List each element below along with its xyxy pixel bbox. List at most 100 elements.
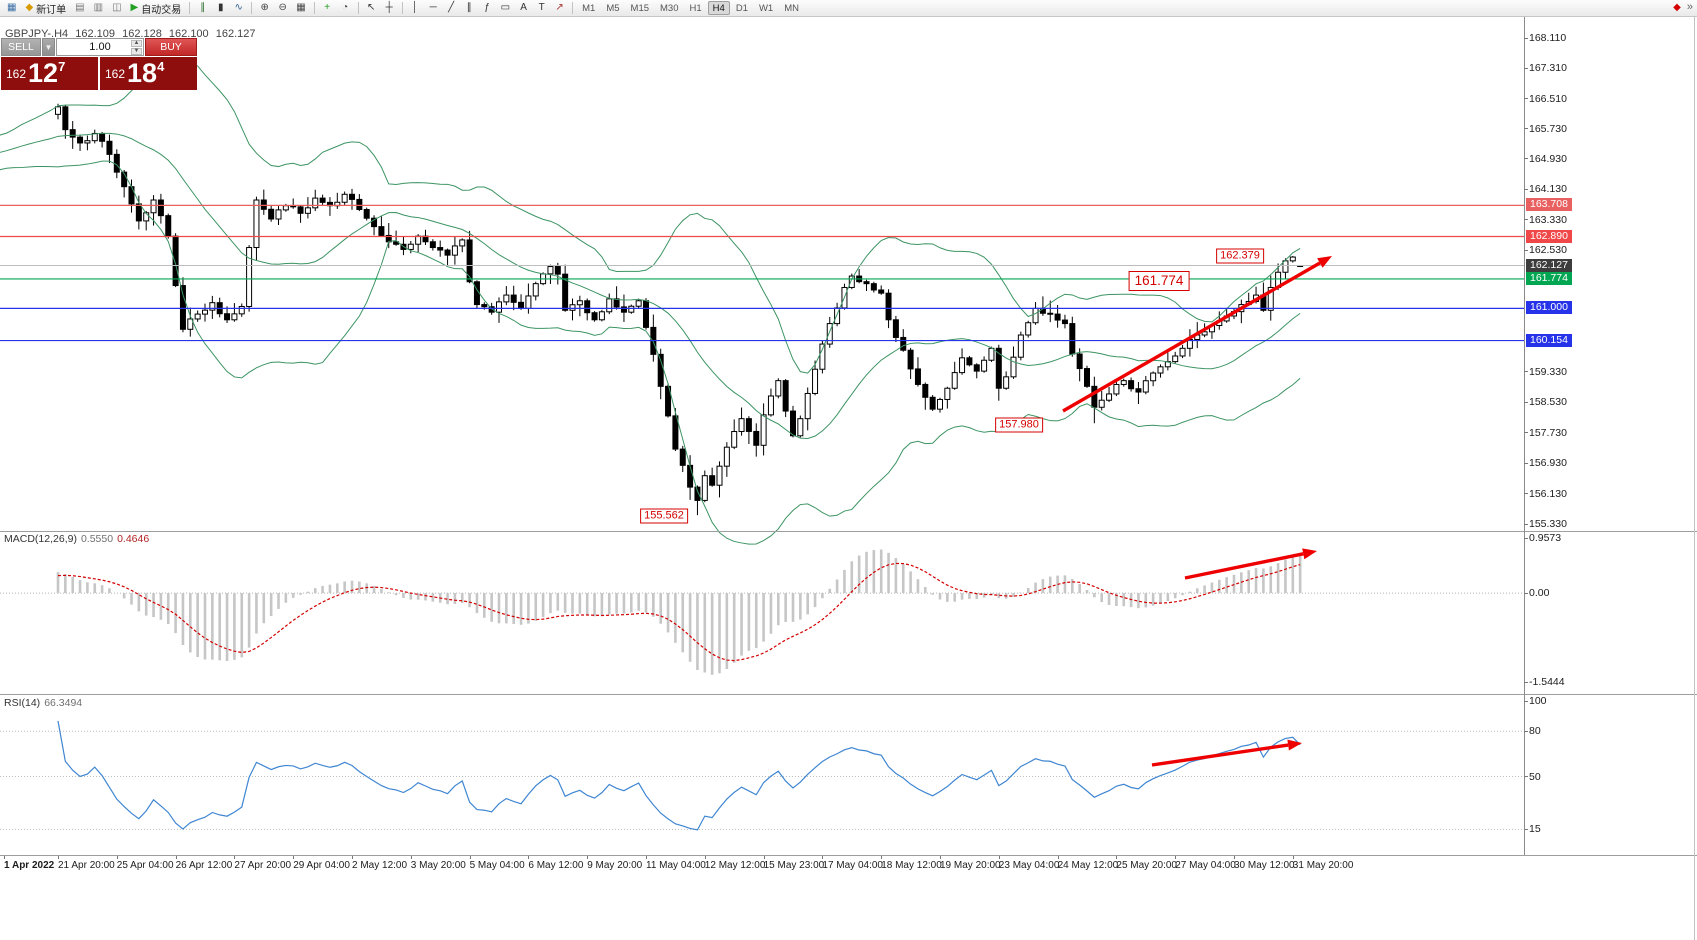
zoom-out-icon[interactable]: ⊖ <box>274 1 291 16</box>
price-label-157.980[interactable]: 157.980 <box>995 417 1043 433</box>
buy-price-big: 162 <box>105 66 126 81</box>
window-edge <box>1694 0 1695 940</box>
price-label-155.562[interactable]: 155.562 <box>640 508 688 524</box>
shapes-icon[interactable]: ▭ <box>497 1 514 16</box>
data-window-icon[interactable]: ◫ <box>108 1 125 16</box>
volume-field[interactable]: ▲ ▼ <box>56 38 144 56</box>
zoom-in-icon[interactable]: ⊕ <box>256 1 273 16</box>
trendline-icon[interactable]: ╱ <box>443 1 460 16</box>
chart-window-icon[interactable]: ▤ <box>71 1 88 16</box>
buy-price-pips: 18 <box>127 58 158 88</box>
autotrading-button[interactable]: ▶ 自动交易 <box>127 1 186 16</box>
equidistant-channel-icon[interactable]: ∥ <box>461 1 478 16</box>
price-tag-161.000: 161.000 <box>1526 301 1572 315</box>
rsi-value: 66.3494 <box>44 697 83 709</box>
toolbar-separator <box>572 2 574 14</box>
axis-tick-mark <box>1524 493 1528 495</box>
profiles-icon[interactable]: ▥ <box>90 1 107 16</box>
bars-chart-icon[interactable]: ∥ <box>194 1 211 16</box>
price-tick: 157.730 <box>1529 426 1567 439</box>
timeframe-h4[interactable]: H4 <box>707 1 730 15</box>
time-tick: 27 May 04:00 <box>1175 860 1236 871</box>
crosshair-icon[interactable]: ┼ <box>381 1 398 16</box>
indicators-icon[interactable]: + <box>319 1 336 16</box>
horizontal-level-lines[interactable] <box>0 204 1524 342</box>
timeframe-m30[interactable]: M30 <box>660 2 679 14</box>
toolbar-separator <box>357 2 359 14</box>
timeframe-m1[interactable]: M1 <box>582 2 596 14</box>
arrow-tool-icon: ↗ <box>555 2 564 13</box>
text-icon[interactable]: A <box>515 1 532 16</box>
candlestick-chart-icon[interactable]: ▮ <box>212 1 229 16</box>
timeframe-m15[interactable]: M15 <box>630 2 650 14</box>
timeframe-d1[interactable]: D1 <box>735 2 748 14</box>
rsi-panel-separator[interactable] <box>0 694 1697 695</box>
price-tag-162.890: 162.890 <box>1526 229 1572 243</box>
alert-icon[interactable]: ◆ <box>1673 1 1681 13</box>
buy-button[interactable]: BUY <box>145 38 197 56</box>
time-tick-mark <box>58 856 59 859</box>
timeframe-m5[interactable]: M5 <box>606 2 620 14</box>
new-chart-icon[interactable]: ▦ <box>3 1 20 16</box>
horizontal-line-icon[interactable]: ─ <box>425 1 442 16</box>
chart-plot[interactable] <box>0 17 1524 855</box>
time-tick-mark <box>352 856 353 859</box>
time-tick-mark <box>940 856 941 859</box>
label-icon[interactable]: T <box>533 1 550 16</box>
arrow-tool-icon[interactable]: ↗ <box>551 1 568 16</box>
time-tick: 29 Apr 04:00 <box>293 860 350 871</box>
line-chart-icon[interactable]: ∿ <box>230 1 247 16</box>
time-tick-mark <box>998 856 1000 859</box>
cursor-icon[interactable]: ↖ <box>363 1 380 16</box>
price-tick: 155.330 <box>1529 518 1567 530</box>
time-tick: 17 May 04:00 <box>822 860 883 871</box>
sell-price-point: 7 <box>58 59 66 74</box>
trendline-icon: ╱ <box>448 2 455 13</box>
timeframe-w1[interactable]: W1 <box>758 2 774 14</box>
axis-tick-mark <box>1524 462 1528 464</box>
time-tick: 11 May 04:00 <box>646 860 706 871</box>
volume-spinner[interactable]: ▲ ▼ <box>131 39 142 55</box>
time-tick-mark <box>1234 856 1235 859</box>
fibonacci-icon: ƒ <box>484 2 490 13</box>
sell-button[interactable]: SELL <box>1 38 41 56</box>
spin-up-icon[interactable]: ▲ <box>131 39 142 47</box>
candlestick-series <box>55 103 1304 516</box>
spin-down-icon[interactable]: ▼ <box>131 47 142 55</box>
time-tick-mark <box>587 856 589 859</box>
timeframe-mn[interactable]: MN <box>784 2 799 14</box>
text-icon: A <box>520 2 527 13</box>
trend-arrows[interactable] <box>1062 256 1332 767</box>
shapes-icon: ▭ <box>500 2 511 13</box>
time-tick-mark <box>4 856 5 859</box>
ohlc-close: 162.127 <box>215 28 256 40</box>
new-order-button[interactable]: ◆ 新订单 <box>21 1 70 16</box>
toolbar-overflow-icon[interactable]: » <box>1686 1 1693 13</box>
label-icon: T <box>538 2 545 13</box>
timeframe-h1[interactable]: H1 <box>689 2 702 14</box>
autotrading-button: ▶ <box>130 2 139 13</box>
zoom-out-icon: ⊖ <box>278 2 287 13</box>
fibonacci-icon[interactable]: ƒ <box>479 1 496 16</box>
periods-icon[interactable]: ◔ <box>337 1 354 16</box>
tile-windows-icon: ▦ <box>296 2 306 13</box>
price-label-161.774[interactable]: 161.774 <box>1128 271 1190 291</box>
price-label-162.379[interactable]: 162.379 <box>1216 248 1264 264</box>
sell-price[interactable]: 162 12 7 <box>1 57 98 90</box>
sell-dropdown-icon[interactable]: ▼ <box>42 38 55 56</box>
tile-windows-icon[interactable]: ▦ <box>292 1 309 16</box>
vertical-line-icon[interactable]: │ <box>407 1 424 16</box>
price-tag-160.154: 160.154 <box>1526 333 1572 347</box>
new-order-button-label: 新订单 <box>36 4 67 16</box>
volume-input[interactable] <box>57 41 143 53</box>
time-tick: 25 Apr 04:00 <box>116 860 174 871</box>
time-tick-mark <box>410 856 412 859</box>
sell-price-big: 162 <box>6 66 27 81</box>
axis-tick-mark <box>1524 371 1528 373</box>
buy-price[interactable]: 162 18 4 <box>100 57 197 90</box>
time-axis: 1 Apr 2022 21 Apr 20:00 25 Apr 04:00 26 Apr… <box>0 856 1697 880</box>
price-tick: 159.330 <box>1529 365 1567 378</box>
price-tick: 166.510 <box>1529 92 1567 105</box>
macd-panel-separator[interactable] <box>0 531 1697 532</box>
price-axis: 168.110 167.310 166.510 165.730 164.930 164.1… <box>1524 17 1697 855</box>
